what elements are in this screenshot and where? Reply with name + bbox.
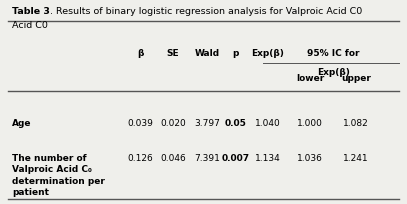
Text: . Results of binary logistic regression analysis for Valproic Acid C0: . Results of binary logistic regression …	[50, 7, 362, 16]
Text: 0.039: 0.039	[127, 119, 153, 128]
Text: The number of
Valproic Acid C₀
determination per
patient: The number of Valproic Acid C₀ determina…	[12, 154, 105, 197]
Text: Acid C0: Acid C0	[12, 21, 48, 30]
Text: 3.797: 3.797	[195, 119, 221, 128]
Text: 0.126: 0.126	[127, 154, 153, 163]
Text: 1.134: 1.134	[255, 154, 281, 163]
Text: 1.241: 1.241	[344, 154, 369, 163]
Text: SE: SE	[166, 49, 179, 58]
Text: 0.007: 0.007	[221, 154, 249, 163]
Text: 0.05: 0.05	[224, 119, 246, 128]
Text: 0.046: 0.046	[160, 154, 186, 163]
Text: lower: lower	[296, 74, 324, 83]
Text: 1.036: 1.036	[297, 154, 323, 163]
Text: Table 3: Table 3	[12, 7, 50, 16]
Text: Wald: Wald	[195, 49, 220, 58]
Text: 1.040: 1.040	[255, 119, 281, 128]
Text: 7.391: 7.391	[195, 154, 221, 163]
Text: 0.020: 0.020	[160, 119, 186, 128]
Text: β: β	[137, 49, 144, 58]
Text: 1.082: 1.082	[343, 119, 369, 128]
Text: Exp(β): Exp(β)	[317, 68, 350, 77]
Text: Age: Age	[12, 119, 32, 128]
Text: p: p	[232, 49, 239, 58]
Text: 95% IC for: 95% IC for	[307, 49, 359, 58]
Text: Exp(β): Exp(β)	[252, 49, 284, 58]
Text: upper: upper	[341, 74, 371, 83]
Text: 1.000: 1.000	[297, 119, 323, 128]
